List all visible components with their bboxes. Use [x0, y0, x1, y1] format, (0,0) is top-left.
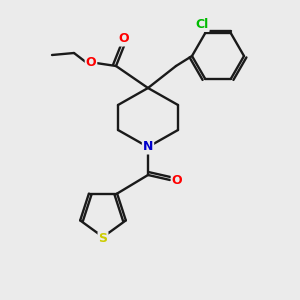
Text: S: S	[98, 232, 107, 245]
Text: N: N	[143, 140, 153, 154]
Text: O: O	[86, 56, 96, 70]
Text: O: O	[119, 32, 129, 46]
Text: Cl: Cl	[195, 18, 208, 31]
Text: O: O	[172, 173, 182, 187]
